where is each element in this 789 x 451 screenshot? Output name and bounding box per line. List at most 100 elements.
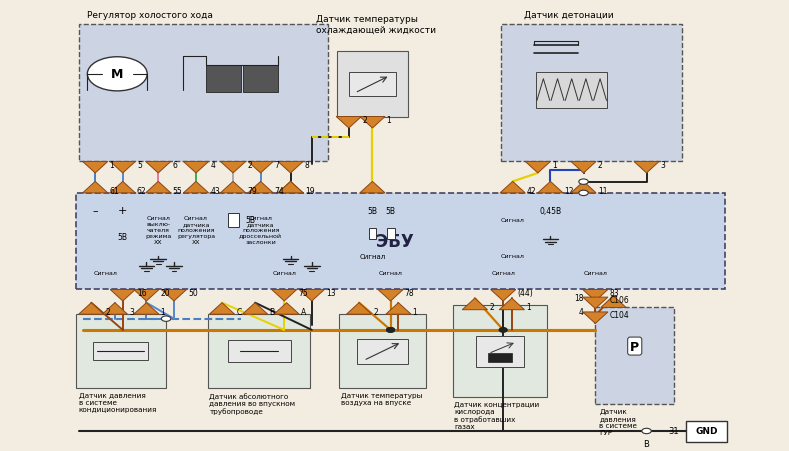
Polygon shape: [491, 290, 516, 301]
Text: 18: 18: [574, 293, 584, 302]
Circle shape: [579, 179, 589, 185]
Text: 62: 62: [137, 186, 147, 195]
Text: 78: 78: [405, 288, 414, 297]
Text: 61: 61: [110, 186, 119, 195]
Text: Датчик
давления
в системе
ГУР: Датчик давления в системе ГУР: [600, 408, 638, 435]
Polygon shape: [183, 162, 208, 174]
Text: –: –: [92, 206, 98, 216]
Polygon shape: [79, 303, 104, 314]
Text: Регулятор холостого хода: Регулятор холостого хода: [88, 11, 213, 20]
Text: Сигнал: Сигнал: [272, 270, 296, 275]
Bar: [477, 336, 524, 367]
Text: 11: 11: [598, 186, 608, 195]
Bar: [337, 52, 408, 117]
Text: 1: 1: [387, 115, 391, 124]
Polygon shape: [220, 162, 245, 174]
Text: 50: 50: [188, 288, 198, 297]
Text: 1: 1: [526, 303, 531, 312]
Text: 2: 2: [247, 161, 252, 170]
Text: 2: 2: [106, 307, 110, 316]
Bar: [339, 314, 426, 388]
Bar: [537, 73, 608, 109]
Text: 1: 1: [552, 161, 557, 170]
Text: P: P: [630, 340, 639, 353]
Text: 2: 2: [363, 115, 368, 124]
Circle shape: [641, 428, 651, 434]
Text: Сигнал: Сигнал: [359, 253, 386, 259]
Bar: [357, 339, 408, 364]
Text: Сигнал
выклю-
чателя
режима
ХХ: Сигнал выклю- чателя режима ХХ: [145, 216, 171, 244]
Text: 19: 19: [305, 186, 314, 195]
Polygon shape: [571, 162, 596, 174]
Circle shape: [88, 58, 148, 92]
Bar: [243, 66, 278, 92]
Polygon shape: [83, 162, 108, 174]
Polygon shape: [571, 182, 596, 193]
Text: 5В: 5В: [118, 232, 128, 241]
Text: 1: 1: [110, 161, 114, 170]
Text: M: M: [111, 68, 123, 81]
Polygon shape: [248, 182, 273, 193]
Text: C106: C106: [610, 296, 630, 305]
Polygon shape: [583, 298, 608, 309]
Polygon shape: [634, 162, 659, 174]
Polygon shape: [525, 162, 551, 174]
Polygon shape: [462, 299, 488, 310]
Circle shape: [387, 328, 394, 332]
Bar: [368, 228, 376, 239]
Text: 7: 7: [275, 161, 279, 170]
Text: 75: 75: [298, 288, 308, 297]
Polygon shape: [278, 182, 303, 193]
Bar: [208, 314, 310, 388]
Text: C104: C104: [610, 311, 630, 320]
Text: GND: GND: [695, 427, 718, 436]
Text: 3: 3: [129, 307, 134, 316]
Text: 4: 4: [578, 308, 584, 317]
Text: Сигнал
датчика
положения
дроссельной
заслонки: Сигнал датчика положения дроссельной зас…: [239, 216, 282, 244]
Polygon shape: [499, 299, 525, 310]
Text: 13: 13: [326, 288, 335, 297]
Bar: [76, 193, 725, 290]
Text: 79: 79: [247, 186, 257, 195]
Text: C: C: [236, 307, 241, 316]
Text: Сигнал: Сигнал: [583, 270, 608, 275]
Bar: [206, 66, 241, 92]
Bar: [501, 25, 682, 162]
Text: 5В: 5В: [368, 206, 377, 215]
Text: 4: 4: [210, 161, 215, 170]
Polygon shape: [336, 117, 361, 129]
Circle shape: [387, 328, 394, 332]
Polygon shape: [162, 290, 186, 301]
Text: Датчик абсолютного
давления во впускном
трубопроводе: Датчик абсолютного давления во впускном …: [209, 392, 296, 414]
Text: Сигнал: Сигнал: [379, 270, 402, 275]
Bar: [488, 353, 512, 363]
Polygon shape: [271, 290, 297, 301]
Bar: [349, 74, 396, 97]
Text: Сигнал
датчика
положения
регулятора
ХХ: Сигнал датчика положения регулятора ХХ: [177, 216, 215, 244]
Polygon shape: [134, 290, 159, 301]
Text: 1: 1: [161, 307, 166, 316]
Text: B: B: [269, 307, 275, 316]
Bar: [596, 308, 674, 404]
Polygon shape: [538, 182, 563, 193]
Text: 6: 6: [172, 161, 178, 170]
Text: Датчик концентрации
кислорода
в отработавших
газах: Датчик концентрации кислорода в отработа…: [454, 401, 540, 429]
Polygon shape: [583, 312, 608, 324]
Text: 55: 55: [172, 186, 182, 195]
Text: Сигнал: Сигнал: [501, 218, 525, 223]
Polygon shape: [360, 117, 385, 129]
Text: (44): (44): [518, 288, 533, 297]
Bar: [80, 25, 327, 162]
Text: ЭБУ: ЭБУ: [376, 233, 413, 251]
Text: 74: 74: [275, 186, 285, 195]
Text: Датчик детонации: Датчик детонации: [525, 11, 614, 20]
Polygon shape: [360, 182, 385, 193]
Text: 2: 2: [373, 307, 378, 316]
Polygon shape: [386, 303, 411, 314]
Polygon shape: [278, 182, 303, 193]
Text: 5: 5: [137, 161, 142, 170]
Text: 83: 83: [610, 288, 619, 297]
Text: 2: 2: [598, 161, 603, 170]
Bar: [93, 342, 148, 360]
Bar: [387, 228, 394, 239]
